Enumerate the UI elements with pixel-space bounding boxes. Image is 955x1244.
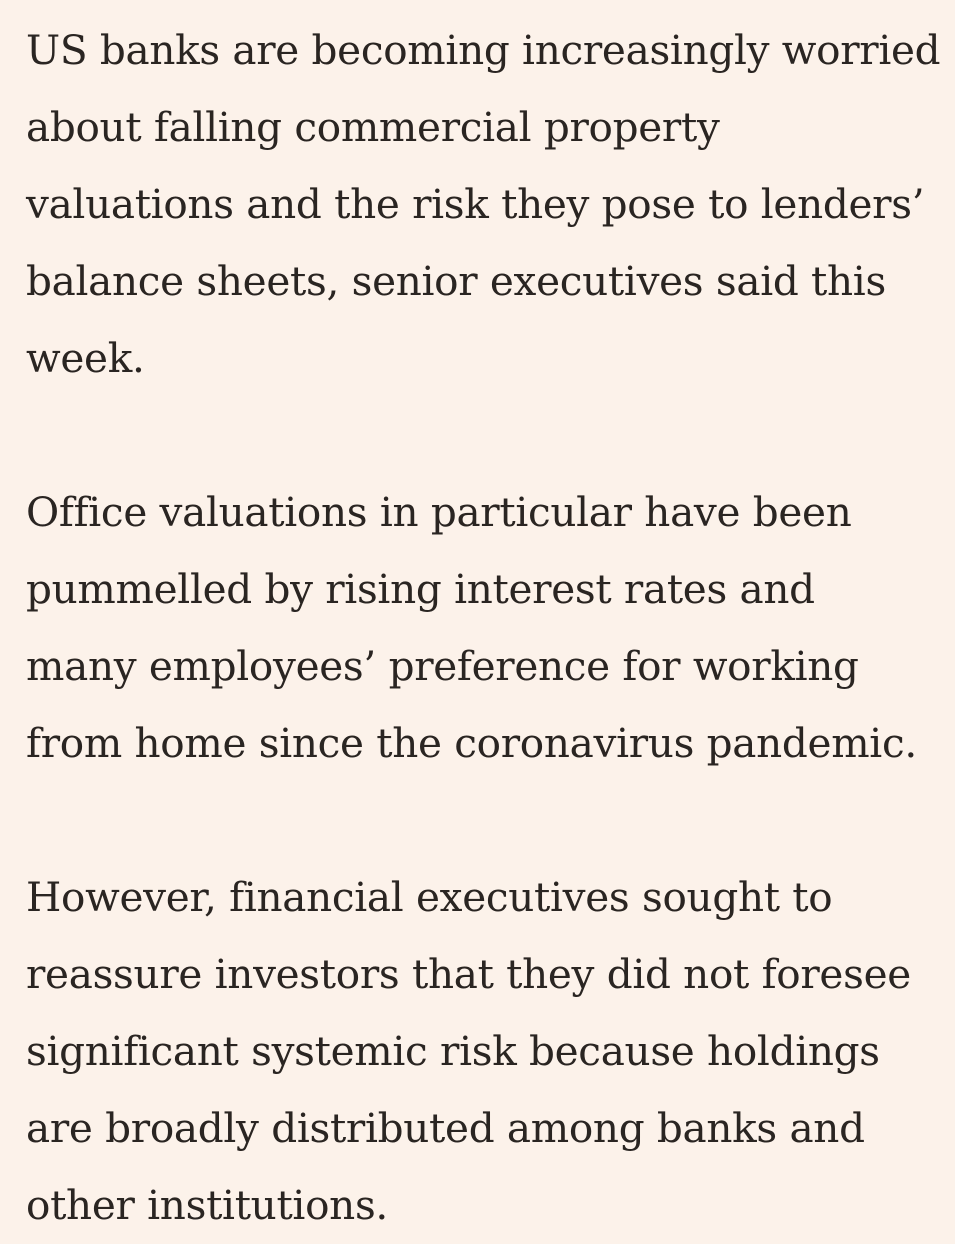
paragraph-line: valuations and the risk they pose to len… <box>26 180 925 228</box>
paragraph-line: However, financial executives sought to <box>26 873 833 921</box>
paragraph-line: Office valuations in particular have bee… <box>26 488 852 536</box>
paragraph-line: reassure investors that they did not for… <box>26 950 911 998</box>
paragraph-2: Office valuations in particular have bee… <box>26 474 935 782</box>
paragraph-line: balance sheets, senior executives said t… <box>26 257 886 305</box>
paragraph-line: significant systemic risk because holdin… <box>26 1027 880 1075</box>
paragraph-line: other institutions. <box>26 1181 389 1229</box>
paragraph-line: many employees’ preference for working <box>26 642 859 690</box>
paragraph-line: US banks are becoming increasingly worri… <box>26 26 941 74</box>
paragraph-line: week. <box>26 334 145 382</box>
article-body: US banks are becoming increasingly worri… <box>26 12 941 1229</box>
paragraph-line: are broadly distributed among banks and <box>26 1104 865 1152</box>
paragraph-1: US banks are becoming increasingly worri… <box>26 12 941 397</box>
paragraph-line: from home since the coronavirus pandemic… <box>26 719 917 767</box>
paragraph-line: about falling commercial property <box>26 103 720 151</box>
paragraph-3: However, financial executives sought to … <box>26 859 935 1244</box>
paragraph-line: pummelled by rising interest rates and <box>26 565 815 613</box>
